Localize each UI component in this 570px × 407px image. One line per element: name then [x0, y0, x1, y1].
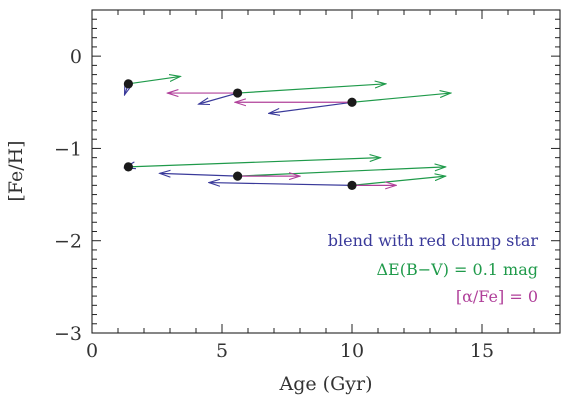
vector-arrow: [269, 101, 353, 113]
vector-arrow: [128, 158, 380, 168]
data-arrows: [125, 76, 451, 185]
vector-arrow: [237, 167, 446, 177]
data-points: [123, 79, 357, 190]
vector-arrow: [351, 93, 451, 103]
y-tick-label: −2: [54, 231, 82, 253]
vector-arrow: [160, 173, 238, 176]
vector-arrow: [351, 176, 446, 186]
data-point: [347, 97, 357, 107]
x-tick-label: 5: [216, 340, 228, 362]
y-tick-label: 0: [70, 46, 82, 68]
data-point: [347, 180, 357, 190]
data-point: [123, 162, 133, 172]
data-point: [233, 88, 243, 98]
data-point: [123, 79, 133, 89]
x-tick-label: 15: [470, 340, 494, 362]
y-tick-label: −1: [54, 138, 82, 160]
x-tick-label: 0: [86, 340, 98, 362]
vector-arrow: [209, 183, 353, 186]
axis-tick-labels: 0 5 10 15 0 −1 −2 −3: [54, 46, 494, 362]
vector-arrow: [128, 76, 180, 85]
legend-entry: blend with red clump star: [328, 231, 539, 250]
legend-entry: [α/Fe] = 0: [456, 287, 538, 306]
data-point: [233, 171, 243, 181]
y-axis-label: [Fe/H]: [5, 140, 27, 201]
x-tick-label: 10: [340, 340, 364, 362]
x-axis-label: Age (Gyr): [279, 373, 373, 395]
plot-frame: [91, 9, 561, 334]
legend-entry: ΔE(B−V) = 0.1 mag: [377, 260, 539, 279]
axis-ticks: [91, 9, 561, 334]
legend: blend with red clump star ΔE(B−V) = 0.1 m…: [328, 231, 539, 306]
y-tick-label: −3: [54, 323, 82, 345]
vector-arrow: [237, 84, 386, 94]
vector-arrow: [199, 92, 238, 104]
